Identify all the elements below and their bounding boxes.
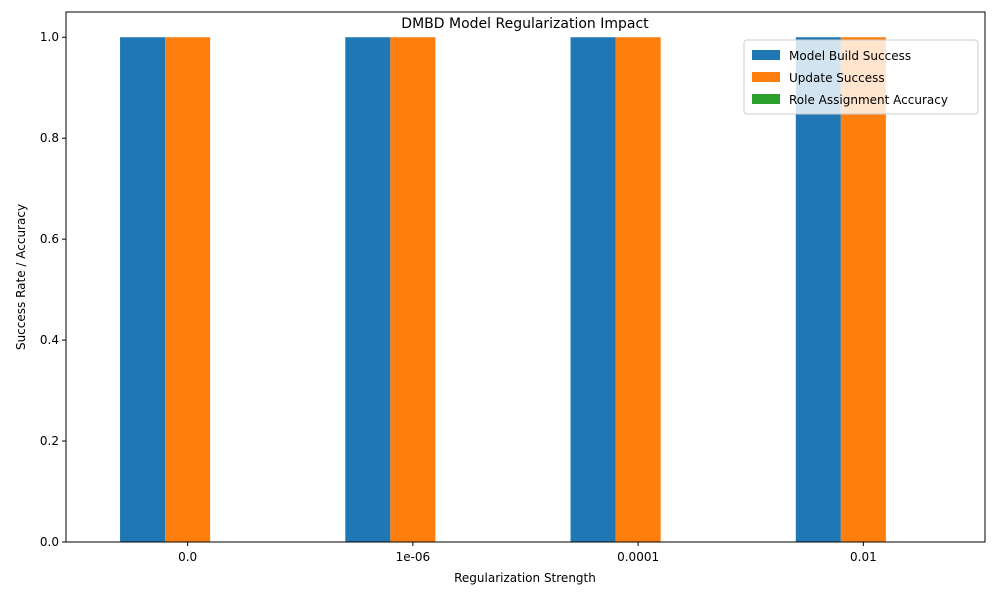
x-tick-label: 1e-06 [396,550,431,564]
x-axis: 0.0 1e-06 0.0001 0.01 [178,542,877,564]
bar [570,37,616,542]
y-tick-label: 0.2 [40,434,59,448]
bar [165,37,211,542]
y-tick-label: 0.4 [40,333,59,347]
y-tick-label: 0.0 [40,535,59,549]
bar [840,37,886,542]
y-axis-label: Success Rate / Accuracy [14,204,28,350]
bar [795,37,841,542]
bar [120,37,166,542]
y-tick-label: 0.8 [40,131,59,145]
legend-label: Model Build Success [789,49,911,63]
bar [390,37,436,542]
legend-swatch [752,94,780,104]
legend-box [743,39,979,115]
bars-layer [120,37,886,542]
legend-swatch [752,50,780,60]
y-axis: 0.0 0.2 0.4 0.6 0.8 1.0 [40,30,66,549]
plot-frame [65,11,986,543]
bar [615,37,661,542]
y-tick-label: 1.0 [40,30,59,44]
y-tick-label: 0.6 [40,232,59,246]
legend-label: Role Assignment Accuracy [789,93,948,107]
x-tick-label: 0.01 [850,550,877,564]
bar [345,37,391,542]
legend-swatch [752,72,780,82]
x-tick-label: 0.0001 [617,550,659,564]
legend: Model Build Success Update Success Role As… [743,39,979,115]
x-tick-label: 0.0 [178,550,197,564]
x-axis-label: Regularization Strength [454,571,596,585]
chart-title: DMBD Model Regularization Impact [401,16,649,32]
legend-label: Update Success [789,71,885,85]
